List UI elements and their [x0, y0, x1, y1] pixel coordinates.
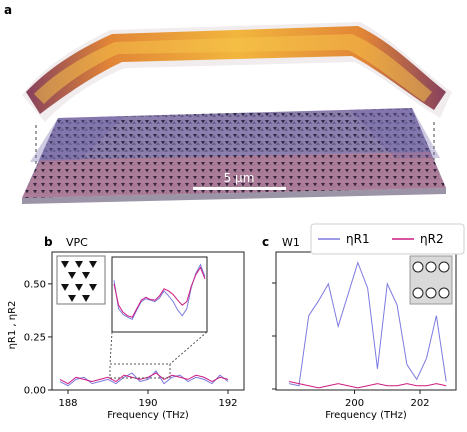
legend: ηR1 ηR2 [310, 223, 465, 255]
panel-b-ylabel: ηR1 , ηR2 [7, 301, 18, 350]
panel-c-series-2-line [288, 381, 447, 389]
panel-c-label: c [262, 235, 269, 249]
panel-b-xtick-label: 188 [58, 398, 77, 409]
panel-c-xtick-label: 202 [410, 398, 429, 409]
field-intensity-map [22, 22, 452, 122]
panel-b-xticks: 188 190 192 [58, 390, 238, 409]
triangle-lattice-icon [56, 255, 106, 305]
panel-b-label: b [44, 235, 53, 249]
projection-guides [35, 122, 435, 170]
panel-b-xtick-label: 190 [138, 398, 157, 409]
panel-c-xticks: 200 202 [345, 390, 430, 409]
scale-bar-label: 5 μm [224, 171, 255, 185]
panel-b-xlabel: Frequency (THz) [107, 410, 189, 421]
scale-bar: 5 μm [193, 171, 286, 190]
circle-lattice-icon [409, 255, 453, 305]
panel-c-xlabel: Frequency (THz) [325, 410, 407, 421]
panel-c-title: W1 [282, 236, 300, 249]
legend-label-r1: ηR1 [346, 232, 370, 246]
panel-a-label: a [4, 3, 12, 17]
legend-label-r2: ηR2 [420, 232, 444, 246]
panel-c: c W1 200 202 Frequency (THz) ηR1 ηR2 [262, 223, 465, 421]
panel-b-ytick-label: 0.50 [24, 279, 46, 290]
panel-c-series-1-line [288, 261, 447, 387]
panel-b-title: VPC [66, 236, 88, 249]
panel-b-yticks: 0.00 0.25 0.50 [24, 279, 52, 397]
panel-c-yticks [272, 282, 276, 390]
panel-c-series [288, 261, 447, 389]
panel-b-ytick-label: 0.00 [24, 386, 46, 397]
panel-b-inset-series-2-line [113, 266, 206, 318]
panel-b-xtick-label: 192 [218, 398, 237, 409]
panel-b: b VPC 0.00 0.25 0.50 188 190 192 ηR1 , ηR2 F… [7, 235, 245, 421]
panel-b-inset-series-1-line [113, 263, 206, 321]
photonic-crystal-slab [22, 108, 446, 204]
panel-c-xtick-label: 200 [345, 398, 364, 409]
panel-a: a 5 μm [4, 3, 452, 204]
panel-b-inset [109, 256, 208, 379]
panel-b-ytick-label: 0.25 [24, 332, 46, 343]
